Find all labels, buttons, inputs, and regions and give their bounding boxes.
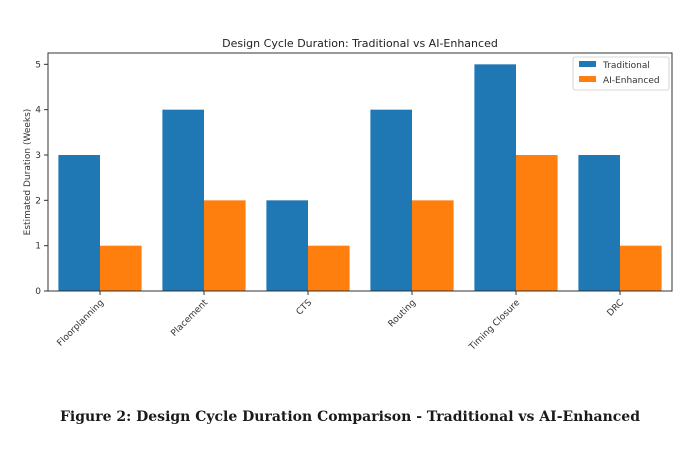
bar-traditional-cts [266, 200, 308, 291]
y-tick-label: 0 [35, 287, 41, 297]
x-tick-label: DRC [606, 298, 627, 319]
x-tick-label: Floorplanning [56, 298, 107, 349]
x-axis-ticks: Floorplanning Placement CTS Routing Timing C… [56, 291, 627, 353]
x-tick-label: Placement [169, 298, 210, 339]
bar-ai-enhanced-routing [412, 200, 454, 291]
legend: Traditional AI-Enhanced [572, 56, 670, 91]
bar-ai-enhanced-timing-closure [516, 155, 558, 291]
legend-label-traditional: Traditional [602, 61, 650, 71]
chart-title: Design Cycle Duration: Traditional vs AI… [222, 37, 498, 50]
x-tick-label: Timing Closure [467, 298, 522, 353]
y-tick-label: 4 [35, 106, 41, 116]
bar-traditional-floorplanning [58, 155, 100, 291]
bar-ai-enhanced-drc [620, 245, 662, 291]
bar-traditional-timing-closure [474, 64, 516, 291]
bar-ai-enhanced-floorplanning [100, 245, 142, 291]
legend-swatch-traditional [579, 61, 596, 67]
bars-group [58, 64, 662, 292]
bar-traditional-drc [578, 155, 620, 291]
y-tick-label: 1 [35, 242, 41, 252]
legend-box [572, 56, 670, 91]
x-tick-label: Routing [387, 298, 418, 329]
y-axis-ticks: 0 1 2 3 4 5 [35, 60, 48, 297]
bar-ai-enhanced-cts [308, 245, 350, 291]
bar-traditional-routing [370, 109, 412, 292]
bar-ai-enhanced-placement [204, 200, 246, 291]
axes-frame [47, 52, 673, 292]
bar-traditional-placement [162, 109, 204, 292]
legend-label-ai-enhanced: AI-Enhanced [603, 76, 660, 86]
y-tick-label: 5 [35, 60, 41, 70]
figure-caption: Figure 2: Design Cycle Duration Comparis… [59, 409, 641, 425]
y-tick-label: 2 [35, 196, 41, 206]
bar-chart: Design Cycle Duration: Traditional vs AI… [23, 37, 673, 353]
y-tick-label: 3 [35, 151, 41, 161]
x-tick-label: CTS [295, 298, 315, 318]
y-axis-label: Estimated Duration (Weeks) [23, 109, 33, 236]
legend-swatch-ai-enhanced [579, 76, 596, 82]
